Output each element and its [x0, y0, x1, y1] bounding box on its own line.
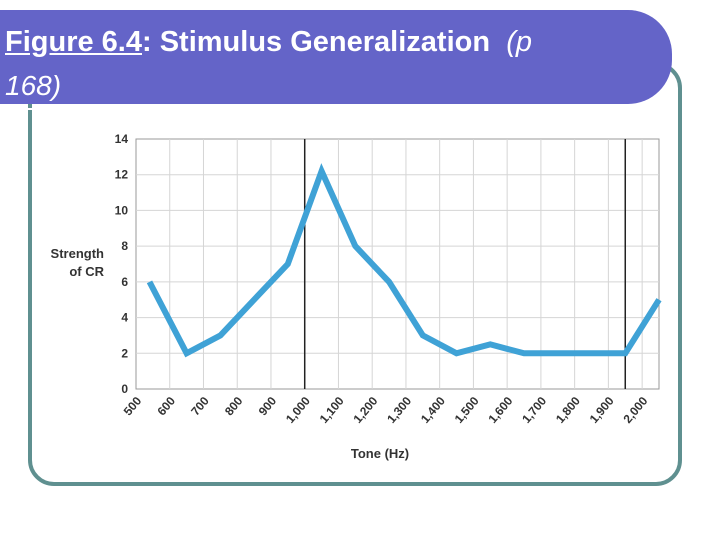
x-tick-label: 900: [256, 394, 280, 419]
x-tick-label: 1,600: [485, 394, 515, 426]
x-axis-label: Tone (Hz): [351, 446, 409, 461]
y-axis-label-line: of CR: [69, 264, 104, 279]
y-axis-label: Strength of CR: [51, 246, 105, 279]
plot-area: [135, 138, 660, 390]
y-tick-label: 0: [121, 382, 128, 396]
x-tick-label: 1,800: [553, 394, 583, 426]
x-axis-ticks: 500 600 700 800 900 1,000 1,100 1,200 1,300 1,400…: [121, 394, 651, 426]
x-tick-label: 500: [121, 394, 145, 419]
figure-caption: : Stimulus Generalization: [142, 26, 491, 58]
y-axis-ticks: 0 2 4 6 8 10 12 14: [115, 132, 129, 396]
y-tick-label: 10: [115, 203, 129, 217]
y-tick-label: 14: [115, 132, 129, 146]
x-tick-label: 2,000: [620, 394, 650, 426]
page-reference-prefix: (p: [506, 26, 532, 58]
reference-lines: [303, 139, 627, 389]
x-tick-label: 1,000: [283, 394, 313, 426]
x-tick-label: 1,300: [384, 394, 414, 426]
title-underline: [4, 108, 638, 110]
x-tick-label: 1,400: [418, 394, 448, 426]
x-tick-label: 600: [154, 394, 178, 419]
x-tick-label: 700: [188, 394, 212, 419]
y-tick-label: 4: [121, 311, 128, 325]
y-tick-label: 2: [121, 346, 128, 360]
x-tick-label: 800: [222, 394, 246, 419]
slide-title: Figure 6.4: Stimulus Generalization (p: [5, 26, 532, 59]
x-tick-label: 1,200: [350, 394, 380, 426]
title-banner: Figure 6.4: Stimulus Generalization (p 1…: [0, 10, 672, 110]
figure-number: Figure 6.4: [5, 26, 142, 58]
x-tick-label: 1,700: [519, 394, 549, 426]
y-tick-label: 8: [121, 239, 128, 253]
y-tick-label: 12: [115, 168, 129, 182]
page-reference-number: 168): [5, 70, 62, 101]
x-tick-label: 1,500: [452, 394, 482, 426]
y-axis-label-line: Strength: [51, 246, 105, 261]
x-tick-label: 1,900: [587, 394, 617, 426]
y-tick-label: 6: [121, 275, 128, 289]
x-tick-label: 1,100: [317, 394, 347, 426]
series-line: [146, 163, 662, 358]
